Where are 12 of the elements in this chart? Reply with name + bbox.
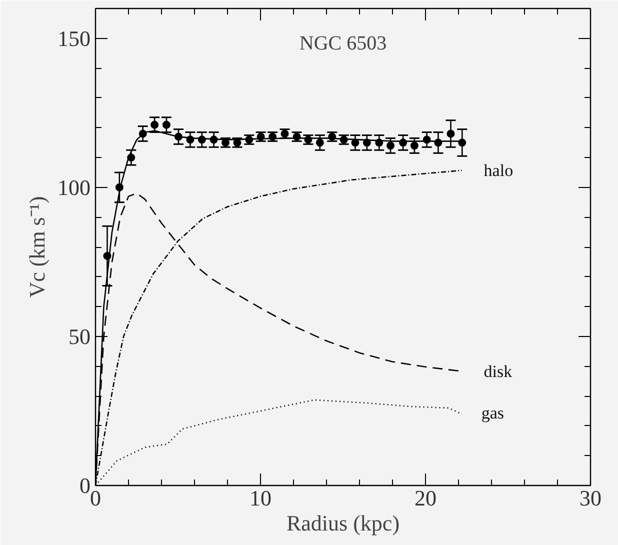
x-tick-label: 10 — [250, 486, 272, 510]
series-label: gas — [481, 404, 504, 423]
series-label: halo — [484, 160, 514, 180]
y-axis-title: Vc (km s⁻¹) — [24, 196, 50, 298]
text: NGC 6503 — [299, 32, 387, 54]
y-tick-label: 50 — [68, 324, 90, 349]
x-tick-label: 20 — [414, 486, 436, 510]
y-tick-label: 100 — [58, 174, 90, 200]
y-tick-label: 150 — [58, 26, 90, 51]
x-tick-label: 30 — [580, 486, 602, 510]
series-label: disk — [484, 362, 513, 381]
x-axis-title: Radius (kpc) — [286, 510, 400, 536]
